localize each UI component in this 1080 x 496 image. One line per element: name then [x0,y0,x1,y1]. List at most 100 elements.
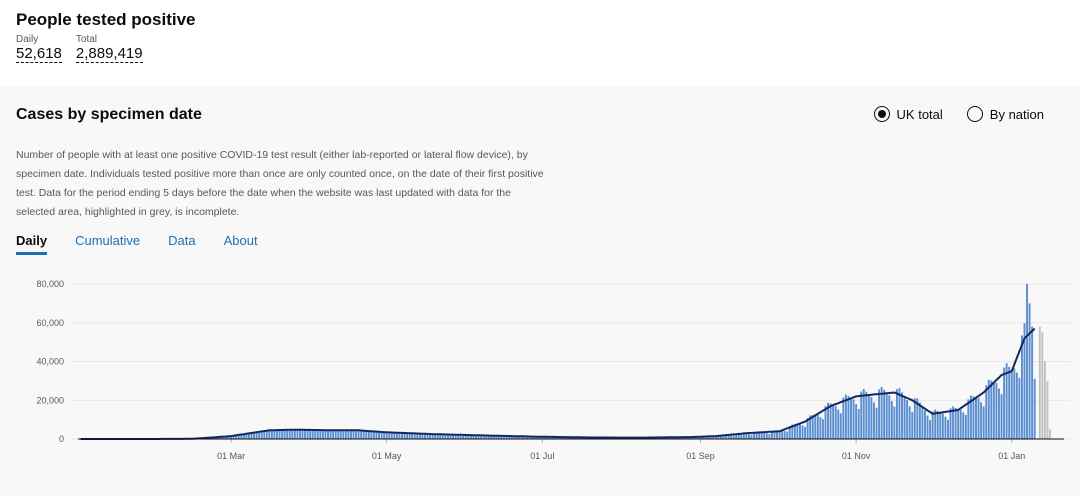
by-nation-radio[interactable]: By nation [966,106,1044,122]
daily-bar [347,430,350,439]
daily-bar [885,393,888,439]
daily-bar [804,426,807,439]
daily-bar [913,398,916,439]
daily-bar [702,436,704,439]
daily-bar [286,429,289,439]
tab-daily[interactable]: Daily [16,233,48,255]
daily-bar [969,395,972,439]
daily-bar [554,436,557,439]
daily-bar [962,412,965,439]
daily-bar [806,418,809,439]
daily-bar [237,434,240,439]
daily-bar [699,436,702,439]
uk-total-label[interactable]: UK total [896,106,943,122]
daily-bar [964,414,967,439]
cases-chart: 80,000 60,000 40,000 20,000 0 01 Mar 01 May 01 … [36,279,1070,461]
daily-bar [510,436,513,439]
daily-bar [867,394,870,439]
daily-bar [230,436,233,439]
daily-bar [1031,326,1034,439]
panel-title: Cases by specimen date [16,106,202,123]
daily-value[interactable]: 52,618 [16,45,62,63]
daily-bar [232,435,235,439]
chart-panel: Cases by specimen date UK total By natio… [0,86,1080,496]
daily-bar [222,436,225,439]
daily-bar [388,432,391,439]
rolling-average-line [80,327,1036,440]
daily-bar [901,392,903,439]
daily-bar [365,430,368,439]
daily-bar [452,434,454,439]
daily-bar [773,430,776,439]
y-tick-label: 40,000 [36,357,64,367]
daily-bar [319,430,322,439]
daily-bar [908,406,911,439]
daily-bar [776,430,778,439]
daily-bar [995,382,998,439]
radio-unchecked-icon[interactable] [966,106,983,122]
daily-bar [992,382,995,439]
daily-bar [242,434,245,439]
daily-bar [482,435,485,439]
daily-bar [929,420,932,439]
daily-bar [426,433,429,439]
daily-bar [324,430,327,439]
daily-bar [709,436,712,439]
daily-bar [819,417,822,439]
daily-bar [903,396,906,439]
daily-bar [235,435,238,439]
daily-bar [258,431,261,439]
daily-bar [855,404,858,439]
total-metric[interactable]: Total 2,889,419 [75,34,143,63]
daily-bar [998,388,1000,439]
daily-bar [469,435,472,439]
daily-bar [959,409,962,439]
daily-bar [288,429,291,439]
daily-bar [801,425,804,439]
daily-bar [786,431,789,439]
daily-bar [768,433,771,439]
daily-bar [719,435,722,439]
daily-bar [263,431,266,439]
daily-bar [941,413,944,439]
daily-bar [924,410,926,439]
x-tick-label: 01 Jan [998,451,1025,461]
area-radio-group: UK total By nation [873,106,1044,122]
daily-bar [508,436,511,439]
total-value[interactable]: 2,889,419 [75,45,143,63]
y-tick-label: 60,000 [36,318,64,328]
daily-bar [765,433,768,439]
daily-bar [291,429,294,439]
daily-bar [799,424,801,439]
daily-bar [842,397,845,439]
daily-bar [273,430,276,439]
incomplete-bar [1046,380,1049,439]
daily-metric[interactable]: Daily 52,618 [16,34,62,63]
tab-cumulative[interactable]: Cumulative [75,233,141,248]
daily-bar [957,409,960,439]
daily-bar [439,434,442,439]
tab-data[interactable]: Data [168,233,196,248]
tab-about[interactable]: About [223,233,258,248]
daily-bar [936,410,939,439]
daily-bar [536,436,539,439]
daily-bar [446,434,449,439]
incomplete-bar [1043,361,1046,439]
by-nation-label[interactable]: By nation [989,106,1044,122]
daily-bar [949,408,952,439]
daily-bar [796,424,799,439]
daily-bar [281,429,284,439]
daily-bar [403,432,406,439]
daily-bar [352,430,355,439]
daily-bar [515,436,518,439]
daily-bar [421,433,424,439]
daily-bar [781,430,784,439]
daily-bar [518,436,521,439]
daily-bar [528,436,531,439]
x-tick-label: 01 Jul [530,451,554,461]
daily-bar [827,402,830,439]
radio-checked-icon[interactable] [873,106,890,122]
daily-bar [814,415,817,439]
uk-total-radio[interactable]: UK total [873,106,943,122]
daily-bar [495,435,498,439]
